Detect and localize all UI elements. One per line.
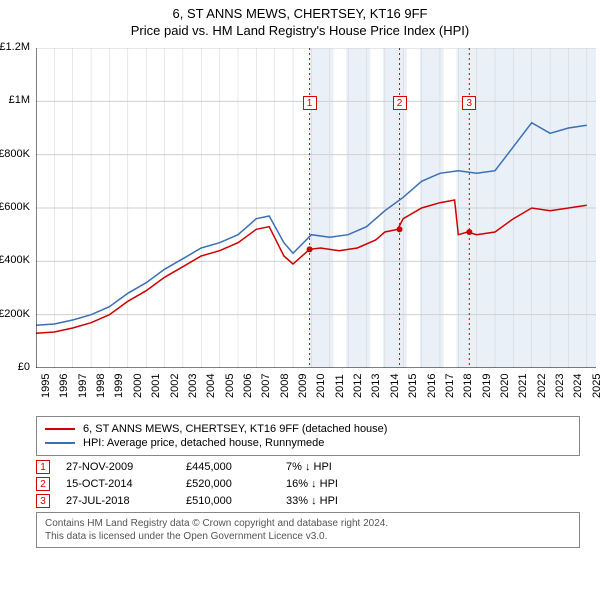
sales-row: 3 27-JUL-2018£510,00033% ↓ HPI [36, 494, 580, 508]
x-tick-label: 2024 [572, 374, 584, 398]
attribution-line2: This data is licensed under the Open Gov… [45, 530, 571, 543]
sales-marker: 3 [36, 494, 50, 508]
sales-diff: 33% ↓ HPI [286, 495, 386, 507]
y-tick-label: £600K [0, 201, 30, 213]
x-tick-label: 2004 [205, 374, 217, 398]
x-tick-label: 1995 [40, 374, 52, 398]
attribution: Contains HM Land Registry data © Crown c… [36, 512, 580, 548]
x-tick-label: 2023 [554, 374, 566, 398]
chart-area: £0£200K£400K£600K£800K£1M£1.2M 123 [36, 48, 596, 368]
title-line1: 6, ST ANNS MEWS, CHERTSEY, KT16 9FF [0, 6, 600, 21]
legend: 6, ST ANNS MEWS, CHERTSEY, KT16 9FF (det… [36, 416, 580, 456]
legend-label-hpi: HPI: Average price, detached house, Runn… [83, 437, 324, 449]
legend-row-property: 6, ST ANNS MEWS, CHERTSEY, KT16 9FF (det… [45, 423, 571, 435]
x-tick-label: 1996 [58, 374, 70, 398]
x-tick-label: 2000 [132, 374, 144, 398]
sales-price: £520,000 [186, 478, 286, 490]
legend-label-property: 6, ST ANNS MEWS, CHERTSEY, KT16 9FF (det… [83, 423, 387, 435]
x-tick-label: 2018 [462, 374, 474, 398]
sales-date: 27-JUL-2018 [66, 495, 186, 507]
x-tick-label: 2017 [444, 374, 456, 398]
chart-container: 6, ST ANNS MEWS, CHERTSEY, KT16 9FF Pric… [0, 0, 600, 590]
x-tick-label: 2014 [389, 374, 401, 398]
sales-price: £445,000 [186, 461, 286, 473]
sales-row: 2 15-OCT-2014£520,00016% ↓ HPI [36, 477, 580, 491]
x-tick-label: 2007 [260, 374, 272, 398]
sales-marker: 2 [36, 477, 50, 491]
x-tick-label: 2001 [150, 374, 162, 398]
x-tick-label: 2009 [297, 374, 309, 398]
x-tick-label: 2003 [187, 374, 199, 398]
legend-swatch-property [45, 428, 75, 430]
sales-marker: 1 [36, 460, 50, 474]
x-tick-label: 2022 [536, 374, 548, 398]
y-tick-label: £400K [0, 254, 30, 266]
x-tick-label: 2019 [481, 374, 493, 398]
x-tick-label: 2025 [591, 374, 600, 398]
y-tick-label: £1M [9, 94, 30, 106]
x-tick-label: 2006 [242, 374, 254, 398]
sales-date: 15-OCT-2014 [66, 478, 186, 490]
y-tick-label: £1.2M [0, 41, 30, 53]
x-tick-label: 2013 [370, 374, 382, 398]
chart-marker: 3 [462, 96, 476, 110]
x-tick-label: 2016 [426, 374, 438, 398]
sales-diff: 7% ↓ HPI [286, 461, 386, 473]
sales-price: £510,000 [186, 495, 286, 507]
x-tick-label: 1998 [95, 374, 107, 398]
x-tick-label: 2015 [407, 374, 419, 398]
x-tick-label: 2011 [334, 374, 346, 398]
x-tick-label: 2002 [169, 374, 181, 398]
x-tick-label: 2010 [315, 374, 327, 398]
x-tick-label: 1997 [77, 374, 89, 398]
sales-row: 1 27-NOV-2009£445,0007% ↓ HPI [36, 460, 580, 474]
attribution-line1: Contains HM Land Registry data © Crown c… [45, 517, 571, 530]
y-tick-label: £800K [0, 148, 30, 160]
x-axis-labels: 1995 1996 1997 1998 1999 2000 2001 2002 2003 2004… [36, 368, 596, 410]
x-tick-label: 2008 [279, 374, 291, 398]
chart-marker: 2 [393, 96, 407, 110]
sales-date: 27-NOV-2009 [66, 461, 186, 473]
title-line2: Price paid vs. HM Land Registry's House … [0, 23, 600, 38]
title-block: 6, ST ANNS MEWS, CHERTSEY, KT16 9FF Pric… [0, 0, 600, 40]
x-tick-label: 2005 [224, 374, 236, 398]
x-tick-label: 2021 [517, 374, 529, 398]
y-axis-labels: £0£200K£400K£600K£800K£1M£1.2M [0, 48, 34, 368]
sales-table: 1 27-NOV-2009£445,0007% ↓ HPI 2 15-OCT-2014… [36, 460, 580, 508]
legend-row-hpi: HPI: Average price, detached house, Runn… [45, 437, 571, 449]
y-tick-label: £200K [0, 308, 30, 320]
y-tick-label: £0 [18, 361, 30, 373]
chart-marker: 1 [303, 96, 317, 110]
sales-diff: 16% ↓ HPI [286, 478, 386, 490]
x-tick-label: 2012 [352, 374, 364, 398]
x-tick-label: 1999 [113, 374, 125, 398]
x-tick-label: 2020 [499, 374, 511, 398]
legend-swatch-hpi [45, 442, 75, 444]
